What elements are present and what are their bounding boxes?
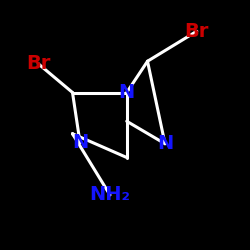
Text: N: N: [119, 83, 135, 102]
Text: Br: Br: [184, 22, 209, 41]
Text: N: N: [72, 133, 88, 152]
Text: NH₂: NH₂: [90, 186, 130, 204]
Text: N: N: [157, 134, 173, 153]
Text: Br: Br: [26, 54, 50, 73]
